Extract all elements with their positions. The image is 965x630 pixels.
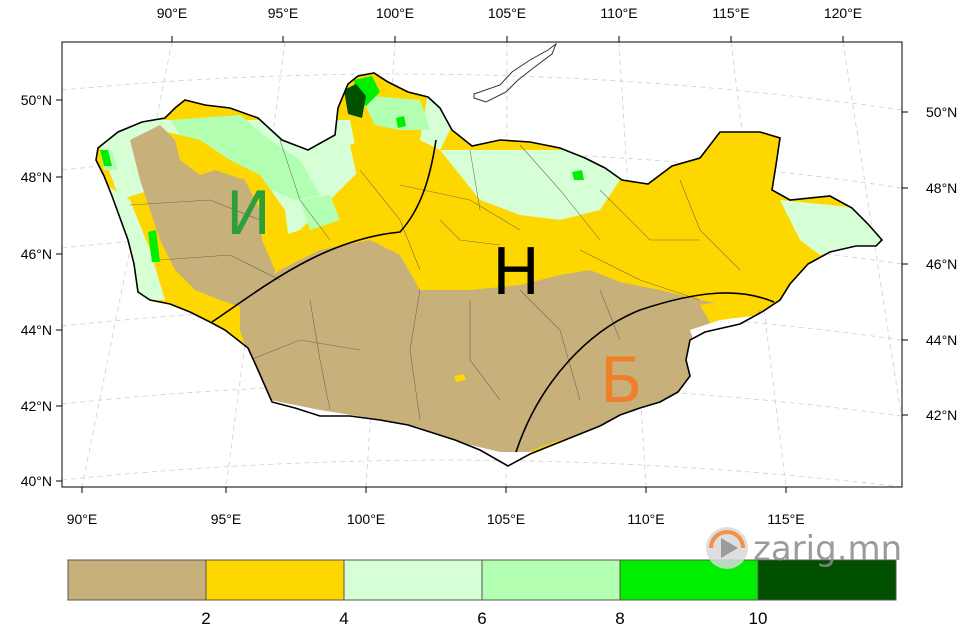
legend-label: 2 xyxy=(201,609,210,628)
lat-label: 50°N xyxy=(926,104,957,120)
zone-label-south: Б xyxy=(600,344,643,417)
lat-label: 42°N xyxy=(926,407,957,423)
lat-label: 48°N xyxy=(21,169,52,185)
lon-label: 95°E xyxy=(268,5,299,21)
lat-label: 40°N xyxy=(21,473,52,489)
legend-swatch xyxy=(206,560,344,600)
left-latitude-labels: 50°N 48°N 46°N 44°N 42°N 40°N xyxy=(21,92,62,489)
bottom-longitude-labels: 90°E 95°E 100°E 105°E 110°E 115°E xyxy=(67,487,805,527)
lon-label: 115°E xyxy=(712,5,749,21)
top-longitude-labels: 90°E 95°E 100°E 105°E 110°E 115°E 120°E xyxy=(157,5,862,42)
lat-label: 46°N xyxy=(926,256,957,272)
lon-label: 100°E xyxy=(376,5,414,21)
neighbor-border xyxy=(473,42,558,103)
lat-label: 42°N xyxy=(21,398,52,414)
lon-label: 115°E xyxy=(767,511,804,527)
legend-label: 10 xyxy=(749,609,768,628)
color-legend: 2 4 6 8 10 xyxy=(67,559,897,628)
legend-label: 4 xyxy=(339,609,348,628)
lon-label: 95°E xyxy=(211,511,242,527)
country-outline xyxy=(95,72,884,467)
legend-label: 6 xyxy=(477,609,486,628)
zone-boundary-west xyxy=(211,139,437,323)
lat-label: 44°N xyxy=(926,332,957,348)
right-latitude-labels: 50°N 48°N 46°N 44°N 42°N xyxy=(902,104,957,423)
legend-swatch xyxy=(758,560,896,600)
lat-label: 44°N xyxy=(21,322,52,338)
lat-label: 46°N xyxy=(21,246,52,262)
legend-swatch xyxy=(68,560,206,600)
zone-label-north: Н xyxy=(492,236,540,310)
play-icon xyxy=(721,538,738,558)
legend-swatch xyxy=(344,560,482,600)
zone-boundary-southeast xyxy=(515,292,775,453)
lon-label: 110°E xyxy=(600,5,637,21)
lon-label: 105°E xyxy=(487,511,525,527)
lon-label: 110°E xyxy=(627,511,664,527)
legend-swatch xyxy=(482,560,620,600)
lon-label: 120°E xyxy=(824,5,862,21)
lon-label: 90°E xyxy=(157,5,188,21)
watermark-text: zarig.mn xyxy=(753,529,902,569)
lon-label: 90°E xyxy=(67,511,98,527)
zone-label-west: И xyxy=(226,179,271,249)
play-icon-arc xyxy=(709,530,745,549)
lat-label: 50°N xyxy=(21,92,52,108)
watermark: zarig.mn xyxy=(706,527,902,569)
legend-label: 8 xyxy=(615,609,624,628)
lat-label: 48°N xyxy=(926,180,957,196)
lon-label: 105°E xyxy=(488,5,526,21)
lon-label: 100°E xyxy=(347,511,385,527)
